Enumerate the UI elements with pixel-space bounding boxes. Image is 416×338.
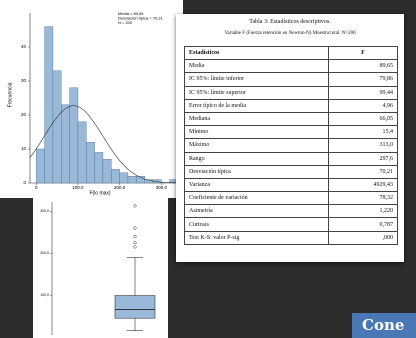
outlier xyxy=(133,234,137,239)
y-tick-label: 0 xyxy=(23,180,26,185)
bar xyxy=(52,70,62,184)
table-subtitle: Variable F (Fuerza retención en Newton-N… xyxy=(224,31,356,36)
table-cell: Media xyxy=(184,59,329,74)
y-tick-label: 30 xyxy=(21,78,27,83)
table-cell: 15,4 xyxy=(328,125,398,140)
outlier xyxy=(133,226,137,230)
y-tick-label: 10 xyxy=(21,146,27,151)
table-cell: 99,44 xyxy=(328,85,398,100)
table-cell: 66,05 xyxy=(328,111,398,127)
table: Estadísticos F Media 89,65 IC 95%: límite … xyxy=(184,45,398,245)
bar xyxy=(69,87,79,184)
table-cell: 4929,43 xyxy=(328,177,398,193)
bar xyxy=(77,121,87,184)
y-axis-label: Frecuencia xyxy=(7,82,13,107)
table-cell: Coeficiente de variación xyxy=(184,191,329,206)
y-tick-label: 40 xyxy=(21,44,27,49)
box xyxy=(114,295,156,319)
table-cell: Asimetría xyxy=(184,204,329,219)
annotation: Desviación típica = 70,21 xyxy=(118,16,164,21)
bar xyxy=(127,175,137,184)
table-cell: Máximo xyxy=(184,138,329,153)
y-tick-label: 100,0 xyxy=(40,293,49,297)
table-cell: 0,787 xyxy=(328,217,398,232)
y-tick-label: 200,0 xyxy=(40,251,49,255)
table-cell: 78,32 xyxy=(328,191,398,206)
bar xyxy=(61,104,70,184)
bar xyxy=(102,158,112,184)
table-cell: 4,96 xyxy=(328,98,398,113)
header-cell: F xyxy=(328,45,398,61)
y-tick-label: 20 xyxy=(21,112,27,117)
normal-curve xyxy=(29,105,179,184)
table-cell: Desviación típica xyxy=(184,164,329,179)
x-tick-label: 300.0 xyxy=(156,185,168,190)
annotation: N = 200 xyxy=(118,20,133,25)
table-cell: 89,65 xyxy=(328,59,398,74)
table-cell: IC 95%: límite inferior xyxy=(184,72,329,87)
table-title: Tabla 3: Estadísticos descriptivos. xyxy=(249,19,331,25)
table-cell: Test K-S: valor P-sig xyxy=(184,230,329,245)
table-cell: 1,220 xyxy=(328,204,398,219)
table-cell: Curtosis xyxy=(184,217,329,232)
annotation: Media = 89,65 xyxy=(118,11,144,16)
bar xyxy=(111,169,120,184)
x-axis-label: F(lo max) xyxy=(89,190,110,196)
table-cell: ,000 xyxy=(328,230,398,245)
bar xyxy=(36,148,45,184)
bar xyxy=(44,26,54,184)
table-cell: IC 95%: límite superior xyxy=(184,85,329,100)
bar xyxy=(94,152,104,184)
table-cell: 70,21 xyxy=(328,164,398,179)
x-tick-label: 100.0 xyxy=(72,185,84,190)
bar xyxy=(119,172,129,184)
table-cell: Varianza xyxy=(184,177,329,193)
table-cell: 297,6 xyxy=(328,151,398,166)
y-tick-label: 300,0 xyxy=(40,209,49,213)
header-cell: Estadísticos xyxy=(184,45,329,61)
outlier xyxy=(133,204,137,208)
button[interactable]: Cone xyxy=(352,313,416,338)
table-cell: Error típico de la media xyxy=(184,98,329,113)
table-panel: Tabla 3: Estadísticos descriptivos. Vari… xyxy=(176,14,404,262)
x-tick-label: 200.0 xyxy=(114,185,126,190)
outlier xyxy=(133,241,137,245)
table-cell: 79,86 xyxy=(328,72,398,87)
table-cell: 313,0 xyxy=(328,138,398,153)
table-cell: Rango xyxy=(184,151,329,166)
table-cell: Mínimo xyxy=(184,125,329,140)
x-tick-label: 0 xyxy=(35,185,38,190)
table-cell: Mediana xyxy=(184,111,329,127)
outlier xyxy=(133,245,137,249)
bar xyxy=(86,141,95,184)
